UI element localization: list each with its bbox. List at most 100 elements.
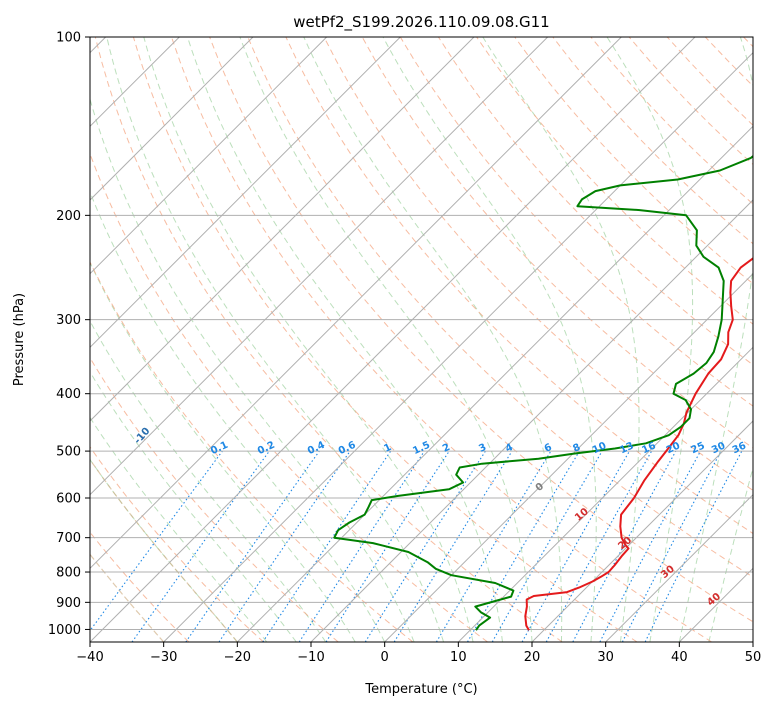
- mixing-ratio-label: 16: [640, 440, 657, 456]
- moist-adiabat: [90, 320, 327, 642]
- mixing-ratio-label: 10: [591, 440, 608, 456]
- mixing-ratio-line: [218, 450, 351, 642]
- moist-adiabat: [239, 37, 533, 642]
- x-tick-label: 40: [671, 650, 688, 665]
- y-tick-label: 200: [56, 209, 81, 224]
- mixing-ratio-line: [599, 450, 701, 642]
- moist-adiabat: [90, 261, 356, 642]
- moist-adiabat: [482, 37, 640, 642]
- y-axis-label: Pressure (hPa): [12, 293, 27, 386]
- mixing-ratio-line: [90, 450, 223, 632]
- dry-adiabat: [704, 37, 753, 87]
- isotherm-gridline: [605, 493, 753, 642]
- plot-frame: [89, 36, 754, 643]
- y-tick-label: 500: [56, 445, 81, 460]
- moist-adiabat-label: 30: [659, 564, 677, 581]
- x-tick-label: −40: [76, 650, 103, 665]
- mixing-ratio-label: 6: [543, 442, 554, 455]
- x-tick-label: −20: [224, 650, 251, 665]
- isotherm-gridline: [163, 51, 753, 642]
- dry-adiabat: [94, 37, 563, 642]
- isotherm-gridline: [90, 37, 696, 642]
- isotherm-gridline: [310, 199, 753, 642]
- isotherm-gridline: [457, 346, 753, 642]
- line-labels: 0.10.20.40.611.52346810131620253036-100-…: [132, 426, 748, 609]
- moist-adiabat: [106, 37, 445, 642]
- dry-adiabat: [90, 356, 339, 642]
- mixing-ratio-line: [298, 450, 425, 642]
- isotherm-gridline: [90, 37, 475, 422]
- moist-adiabat: [606, 37, 694, 642]
- dewpoint-profile: [333, 154, 753, 631]
- moist-adiabat: [90, 553, 165, 642]
- moist-adiabat: [382, 37, 597, 642]
- grid-lines: [90, 37, 753, 642]
- dry-adiabat: [552, 37, 753, 245]
- dry-adiabat: [666, 37, 753, 126]
- mixing-ratio-line: [521, 450, 630, 642]
- y-tick-label: 700: [56, 531, 81, 546]
- y-tick-label: 800: [56, 566, 81, 581]
- moist-adiabat: [187, 37, 503, 642]
- isotherm-gridline: [90, 37, 549, 496]
- moist-adiabat: [303, 37, 563, 642]
- dry-adiabat: [90, 446, 264, 642]
- dry-adiabat: [171, 37, 712, 642]
- mixing-ratio-line: [262, 450, 392, 642]
- mixing-ratio-label: 2: [441, 442, 452, 455]
- dry-adiabat-label: -10: [132, 426, 152, 447]
- moist-adiabat: [90, 458, 238, 642]
- mixing-ratio-label: 13: [618, 440, 635, 456]
- dry-adiabat: [285, 37, 753, 535]
- mixing-ratio-line: [131, 450, 270, 642]
- mixing-ratio-label: 3: [477, 442, 488, 455]
- mixing-ratio-label: 20: [665, 440, 682, 456]
- isotherm-gridline: [678, 567, 753, 642]
- y-tick-label: 1000: [48, 623, 81, 638]
- moist-adiabat: [90, 190, 386, 642]
- temperature-profile: [524, 257, 753, 631]
- x-tick-label: 30: [597, 650, 614, 665]
- isotherm-gridline: [531, 420, 753, 642]
- y-tick-label: 400: [56, 387, 81, 402]
- mixing-ratio-label: 1: [382, 442, 393, 455]
- moist-adiabat-label: 10: [573, 506, 591, 523]
- dry-adiabat: [209, 37, 753, 623]
- isotherm-gridline: [236, 125, 753, 642]
- x-tick-label: 0: [381, 650, 389, 665]
- mixing-ratio-line: [572, 450, 677, 642]
- mixing-ratio-label: 36: [731, 440, 748, 456]
- isotherm-gridline: [90, 37, 622, 570]
- isotherm-gridline: [90, 37, 401, 349]
- x-tick-label: 10: [450, 650, 467, 665]
- isotherm-gridline: [90, 37, 254, 201]
- isotherm-gridline: [384, 272, 753, 642]
- x-tick-label: 50: [745, 650, 762, 665]
- profile-lines: [333, 154, 753, 631]
- dry-adiabat: [514, 37, 753, 285]
- dry-adiabat: [590, 37, 753, 205]
- axes: −40 −30 −20 −10 0 10 20 30 40 5010020030040050060…: [48, 31, 761, 666]
- dry-adiabat: [476, 37, 753, 325]
- y-tick-label: 300: [56, 313, 81, 328]
- mixing-ratio-line: [393, 450, 513, 642]
- x-tick-label: −30: [150, 650, 177, 665]
- mixing-ratio-label: 0.2: [256, 440, 277, 457]
- dry-adiabats: [90, 37, 753, 642]
- moist-adiabat: [90, 370, 297, 642]
- dry-adiabat: [90, 152, 488, 642]
- moist-adiabat: [90, 416, 268, 642]
- x-axis-label: Temperature (°C): [364, 682, 477, 697]
- x-tick-label: −10: [297, 650, 324, 665]
- moist-adiabat: [708, 465, 753, 642]
- mixing-ratio-line: [325, 450, 450, 642]
- y-tick-label: 600: [56, 492, 81, 507]
- isotherm-gridline: [752, 641, 753, 642]
- plot-area: 0.10.20.40.611.52346810131620253036-100-…: [90, 37, 753, 642]
- dry-adiabat: [247, 37, 753, 578]
- dry-adiabat: [437, 37, 753, 366]
- y-tick-label: 900: [56, 596, 81, 611]
- mixing-ratio-line: [644, 450, 743, 642]
- moist-adiabat: [90, 458, 238, 642]
- mixing-ratio-line: [185, 450, 320, 642]
